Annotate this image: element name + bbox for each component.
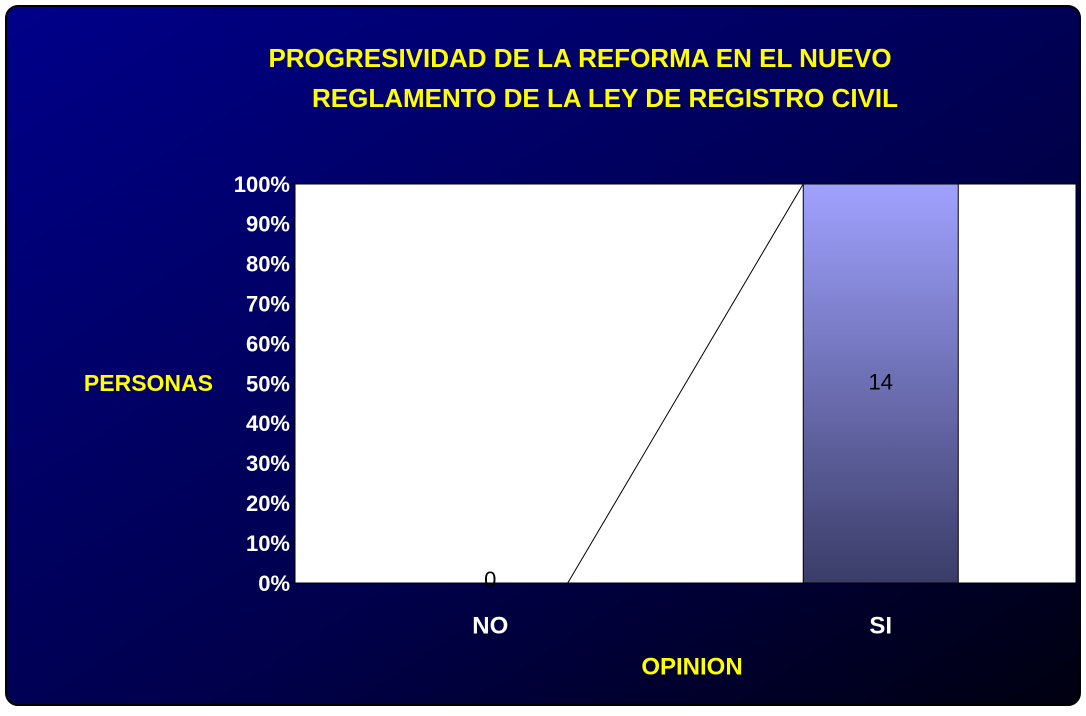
y-tick-label: 10% <box>246 531 290 556</box>
chart-title: REGLAMENTO DE LA LEY DE REGISTRO CIVIL <box>312 83 898 113</box>
x-tick-label: NO <box>472 612 508 639</box>
y-tick-label: 30% <box>246 451 290 476</box>
y-tick-label: 40% <box>246 411 290 436</box>
y-tick-label: 60% <box>246 331 290 356</box>
chart: PROGRESIVIDAD DE LA REFORMA EN EL NUEVO … <box>0 0 1086 711</box>
y-tick-label: 50% <box>246 371 290 396</box>
y-tick-label: 90% <box>246 212 290 237</box>
data-label: 14 <box>869 369 893 394</box>
y-tick-label: 100% <box>234 172 290 197</box>
x-axis-label: OPINION <box>641 653 742 680</box>
x-tick-label: SI <box>869 612 892 639</box>
y-axis-label: PERSONAS <box>84 370 213 396</box>
y-tick-label: 20% <box>246 491 290 516</box>
data-label: 0 <box>484 567 496 592</box>
y-tick-label: 70% <box>246 292 290 317</box>
chart-title: PROGRESIVIDAD DE LA REFORMA EN EL NUEVO <box>268 43 891 73</box>
y-tick-label: 0% <box>258 571 290 596</box>
y-tick-label: 80% <box>246 252 290 277</box>
